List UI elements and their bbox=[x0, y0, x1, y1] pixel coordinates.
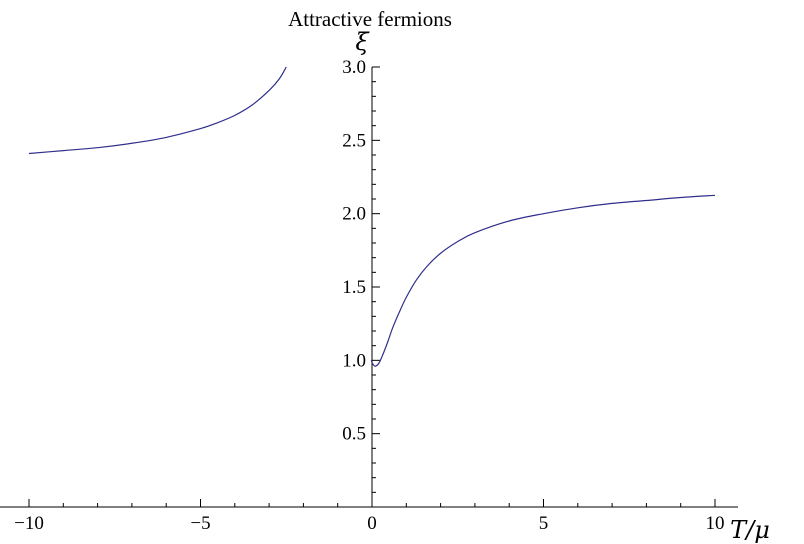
x-tick-label: 10 bbox=[706, 513, 725, 534]
y-tick-label: 0.5 bbox=[342, 424, 366, 445]
y-tick-label: 2.5 bbox=[342, 130, 366, 151]
x-tick-label: 5 bbox=[539, 513, 549, 534]
series-line-1 bbox=[28, 66, 287, 155]
y-tick-label: 2.0 bbox=[342, 204, 366, 225]
series-layer bbox=[28, 66, 716, 367]
axes: −10 −5 0 5 10 0.5 1.0 1.5 2.0 2.5 3.0 bbox=[0, 57, 738, 534]
x-tick-label: 0 bbox=[367, 513, 377, 534]
y-tick-label: 1.5 bbox=[342, 277, 366, 298]
x-tick-label: −5 bbox=[190, 513, 210, 534]
x-tick-label: −10 bbox=[14, 513, 44, 534]
y-tick-label: 1.0 bbox=[342, 350, 366, 371]
y-tick-label: 3.0 bbox=[342, 57, 366, 78]
series-line-2 bbox=[370, 194, 716, 367]
y-axis-label: ξ bbox=[355, 28, 370, 56]
chart-title: Attractive fermions bbox=[288, 7, 452, 31]
x-axis-label: T/μ bbox=[730, 516, 770, 544]
